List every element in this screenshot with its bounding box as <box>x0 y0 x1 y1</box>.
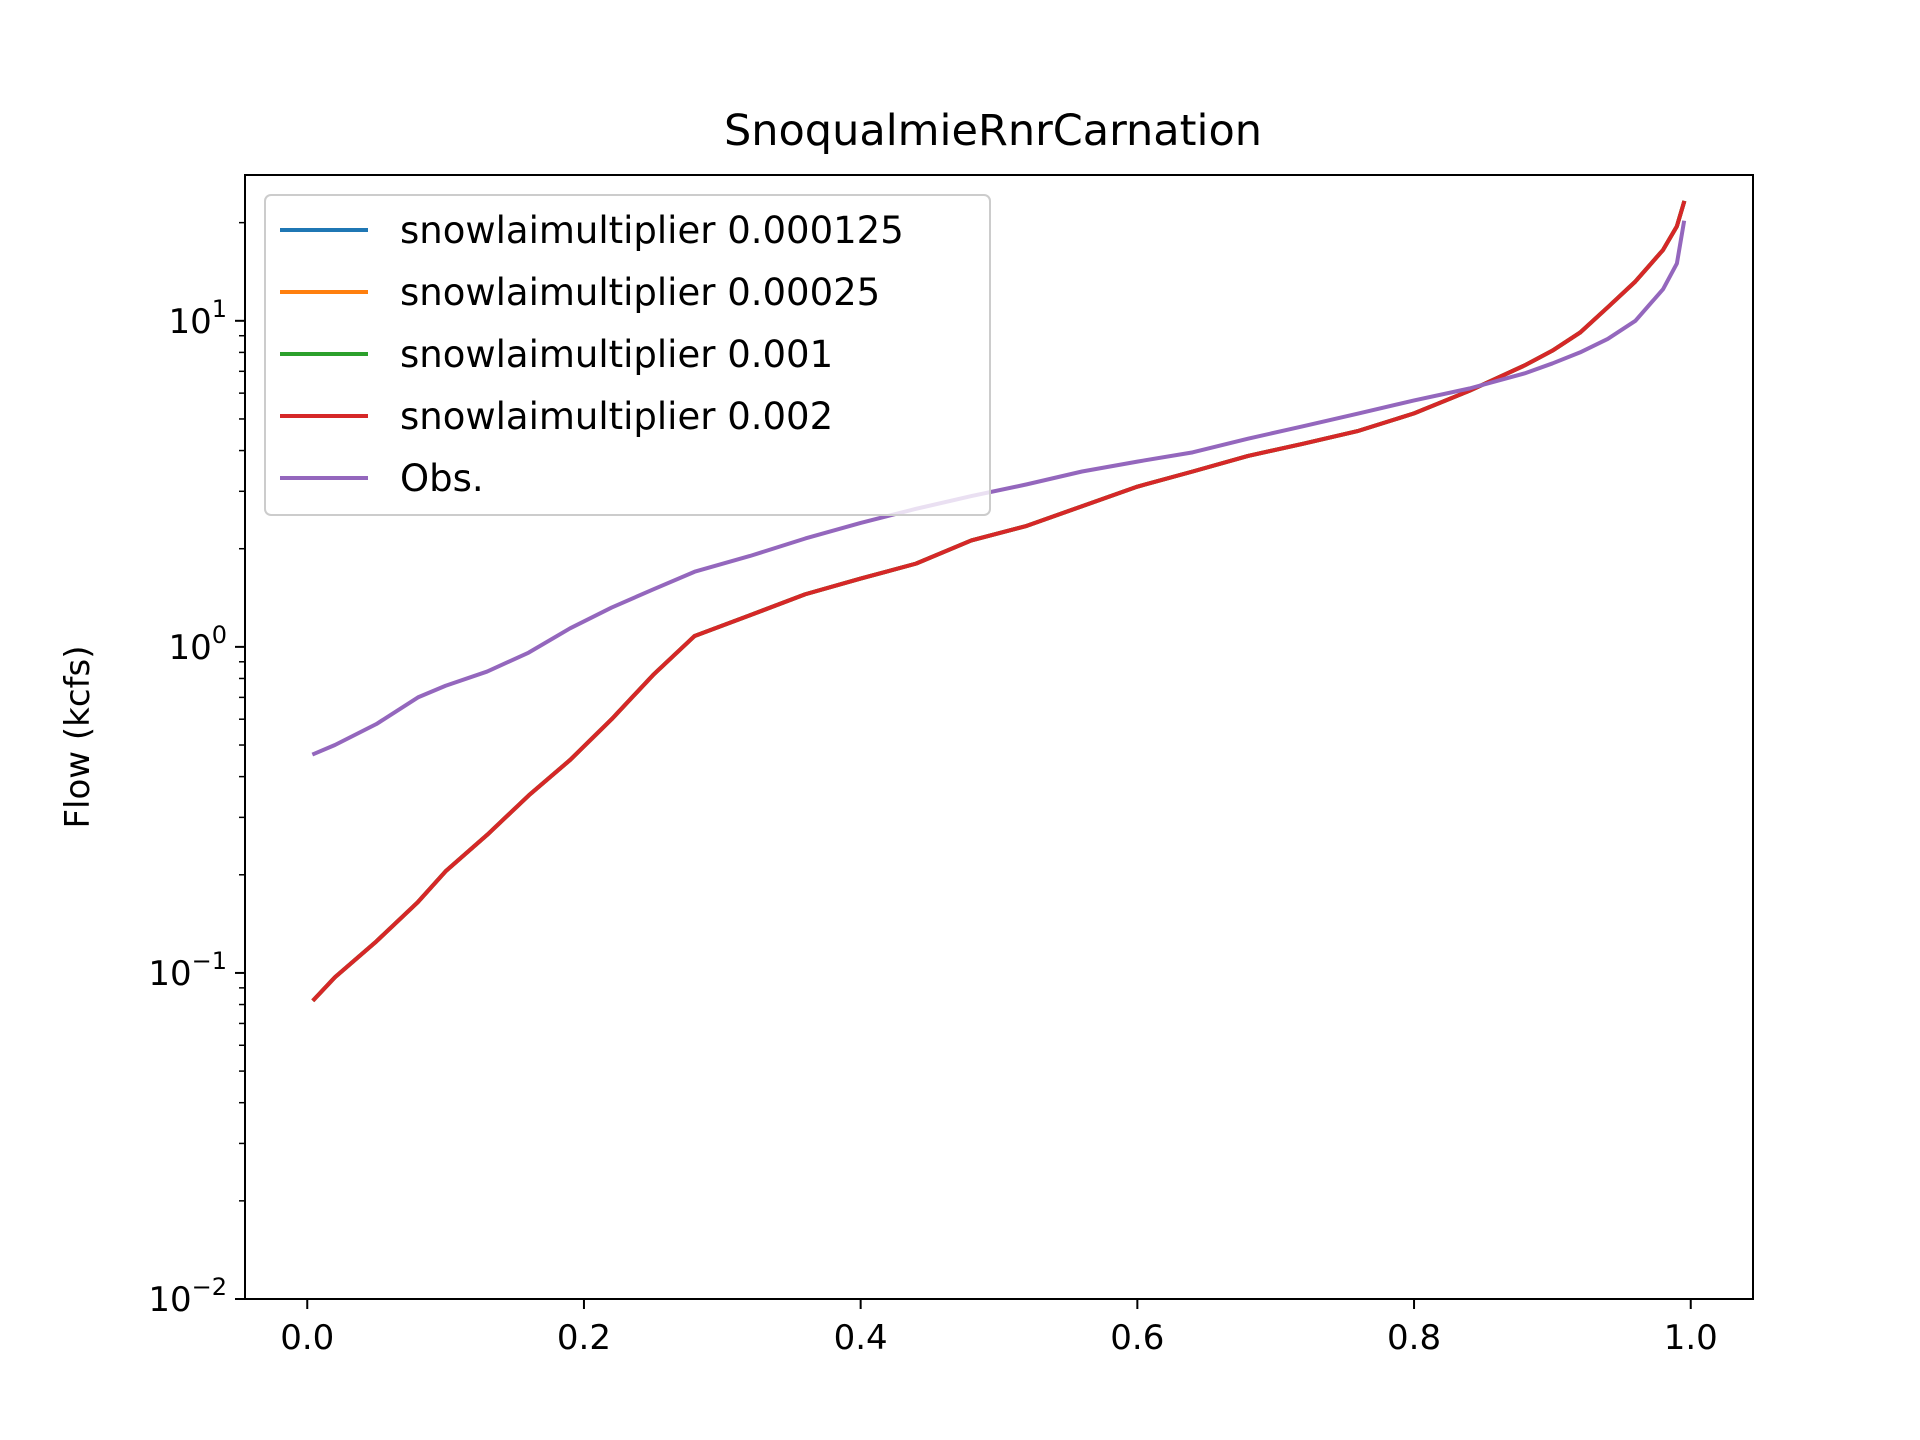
x-tick-label: 0.8 <box>1387 1318 1441 1358</box>
legend-label-1: snowlaimultiplier 0.000125 <box>400 209 904 252</box>
x-tick-label: 0.6 <box>1110 1318 1164 1358</box>
series-line-4 <box>311 200 1687 1003</box>
legend-label-5: Obs. <box>400 457 484 500</box>
y-axis: 10−2 10−1 100 101 <box>148 221 245 1320</box>
x-tick-label: 0.0 <box>280 1318 334 1358</box>
legend-label-4: snowlaimultiplier 0.002 <box>400 395 833 438</box>
x-tick-label: 1.0 <box>1664 1318 1718 1358</box>
legend-label-3: snowlaimultiplier 0.001 <box>400 333 833 376</box>
x-axis: 0.0 0.2 0.4 0.6 0.8 1.0 <box>280 1299 1718 1358</box>
x-tick-label: 0.4 <box>834 1318 888 1358</box>
y-tick-label: 10−1 <box>148 947 227 994</box>
plot-frame <box>244 174 1754 1300</box>
legend-label-2: snowlaimultiplier 0.00025 <box>400 271 880 314</box>
series-layer <box>311 200 1687 1003</box>
y-axis-label: Flow (kcfs) <box>58 645 98 828</box>
legend-frame <box>264 194 991 516</box>
y-tick-label: 100 <box>168 621 227 668</box>
y-tick-label: 10−2 <box>148 1273 227 1320</box>
y-tick-label: 101 <box>168 295 227 342</box>
series-line-5 <box>311 220 1687 757</box>
legend: snowlaimultiplier 0.000125 snowlaimultipl… <box>264 194 991 516</box>
x-tick-label: 0.2 <box>557 1318 611 1358</box>
chart-title: SnoqualmieRnrCarnation <box>724 106 1262 156</box>
